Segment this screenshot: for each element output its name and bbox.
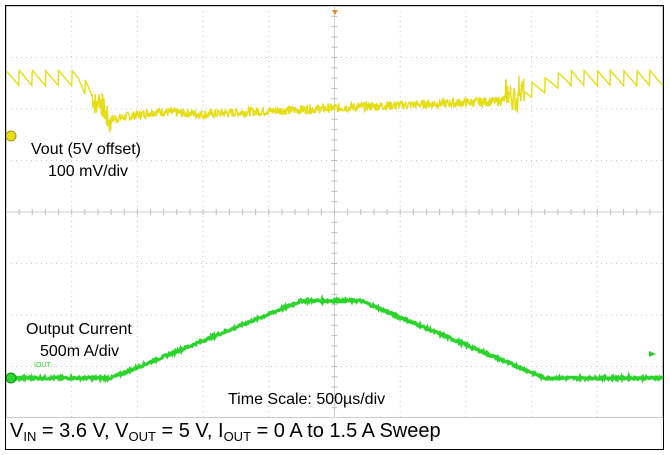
- time-scale-label: Time Scale: 500µs/div: [228, 391, 385, 408]
- current-series-label: Output Current: [26, 321, 132, 338]
- caption-vin-sub: IN: [23, 429, 37, 444]
- vout-trace: [6, 68, 663, 133]
- ch2-ground-marker: [6, 372, 17, 384]
- caption-iout-sub: OUT: [223, 429, 252, 444]
- caption-vin-symbol: V: [10, 420, 24, 442]
- vout-series-label: Vout (5V offset): [31, 141, 141, 158]
- oscilloscope-chart: Vout (5V offset) 100 mV/div Output Curre…: [6, 6, 663, 418]
- current-scale-label: 500m A/div: [40, 343, 119, 360]
- current-trace: [6, 293, 663, 384]
- caption-vin-value: = 3.6 V, V: [36, 420, 129, 442]
- vout-scale-label: 100 mV/div: [48, 163, 128, 180]
- caption-vout-value: = 5 V, I: [155, 420, 224, 442]
- trace-tag: IOUT: [34, 362, 51, 369]
- channel-markers: [6, 10, 656, 384]
- trigger-marker: [332, 10, 338, 15]
- ch1-ground-marker: [6, 130, 17, 142]
- ch2-offset-arrow: [649, 351, 656, 357]
- grid: [6, 6, 663, 418]
- traces: [6, 68, 663, 384]
- figure-caption: VIN = 3.6 V, VOUT = 5 V, IOUT = 0 A to 1…: [10, 420, 441, 444]
- caption-iout-value: = 0 A to 1.5 A Sweep: [251, 420, 441, 442]
- caption-vout-sub: OUT: [128, 429, 156, 444]
- annotations: Vout (5V offset) 100 mV/div Output Curre…: [26, 141, 385, 408]
